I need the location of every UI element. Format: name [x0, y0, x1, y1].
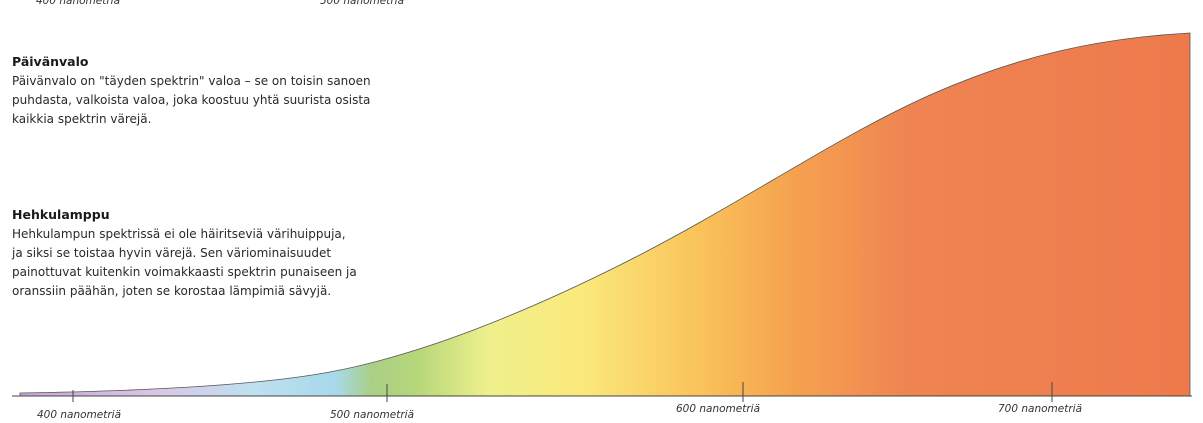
axis-label: 700 nanometriä — [998, 403, 1082, 415]
page: 400 nanometriä 500 nanometriä Päivänvalo Pä… — [0, 0, 1203, 423]
section-line: Hehkulampun spektrissä ei ole häiritsevi… — [12, 227, 346, 241]
section-title: Hehkulamppu — [12, 207, 110, 222]
section-title: Päivänvalo — [12, 54, 89, 69]
section-line: oranssiin päähän, joten se korostaa lämp… — [12, 284, 331, 298]
section-line: Päivänvalo on "täyden spektrin" valoa – … — [12, 74, 371, 88]
top-label: 400 nanometriä — [36, 0, 120, 7]
top-label: 500 nanometriä — [320, 0, 404, 7]
section-line: painottuvat kuitenkin voimakkaasti spekt… — [12, 265, 357, 279]
section-line: puhdasta, valkoista valoa, joka koostuu … — [12, 93, 370, 107]
axis-label: 400 nanometriä — [37, 409, 121, 421]
axis-label: 500 nanometriä — [330, 409, 414, 421]
section-line: kaikkia spektrin värejä. — [12, 112, 151, 126]
section-line: ja siksi se toistaa hyvin värejä. Sen vä… — [11, 246, 331, 260]
axis-label: 600 nanometriä — [676, 403, 760, 415]
